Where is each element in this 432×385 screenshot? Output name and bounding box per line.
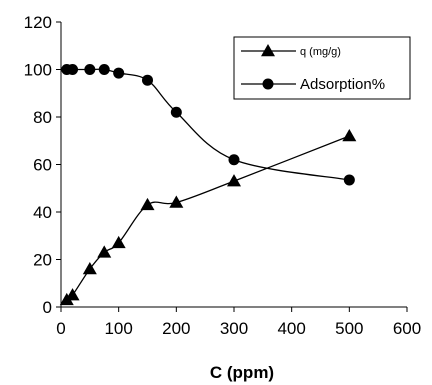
y-tick-label: 120 [24, 13, 52, 32]
circle-point [84, 64, 96, 75]
legend-label: q (mg/g) [300, 46, 341, 58]
legend-box [233, 36, 411, 100]
triangle-point [227, 174, 241, 187]
series-layer [59, 64, 357, 306]
circle-point [170, 106, 182, 118]
y-tick-label: 60 [33, 156, 52, 175]
legend-circle-marker [262, 78, 274, 90]
x-tick-label: 200 [162, 319, 190, 338]
x-axis-title: C (ppm) [210, 363, 274, 382]
circle-point [228, 154, 240, 166]
legend: q (mg/g) Adsorption% [233, 36, 411, 100]
triangle-point [111, 235, 126, 249]
series-adsorption [61, 64, 355, 186]
triangle-point [82, 262, 97, 275]
x-tick-label: 500 [335, 319, 363, 338]
triangle-point [169, 195, 184, 208]
series-q [59, 129, 357, 306]
ticks: 0 20 40 60 80 100 120 0 100 200 300 400 500 600 [24, 13, 422, 338]
series-line [66, 135, 350, 301]
y-tick-label: 20 [33, 251, 52, 270]
triangle-point [140, 197, 155, 211]
x-tick-label: 0 [56, 319, 65, 338]
triangle-point [65, 288, 80, 301]
x-tick-label: 300 [220, 319, 248, 338]
y-tick-label: 40 [33, 203, 52, 222]
circle-point [67, 64, 79, 75]
y-tick-label: 0 [43, 298, 52, 317]
circle-point [98, 64, 110, 75]
circle-point [343, 174, 355, 186]
legend-label: Adsorption% [300, 76, 385, 93]
circle-point [113, 67, 125, 79]
circle-point [142, 74, 153, 86]
legend-triangle-marker [261, 44, 275, 57]
y-tick-label: 80 [33, 108, 52, 127]
x-tick-label: 100 [104, 319, 132, 338]
triangle-point [97, 245, 112, 258]
y-tick-label: 100 [24, 61, 52, 80]
triangle-point [342, 129, 357, 142]
x-tick-label: 400 [277, 319, 305, 338]
x-tick-label: 600 [393, 319, 421, 338]
